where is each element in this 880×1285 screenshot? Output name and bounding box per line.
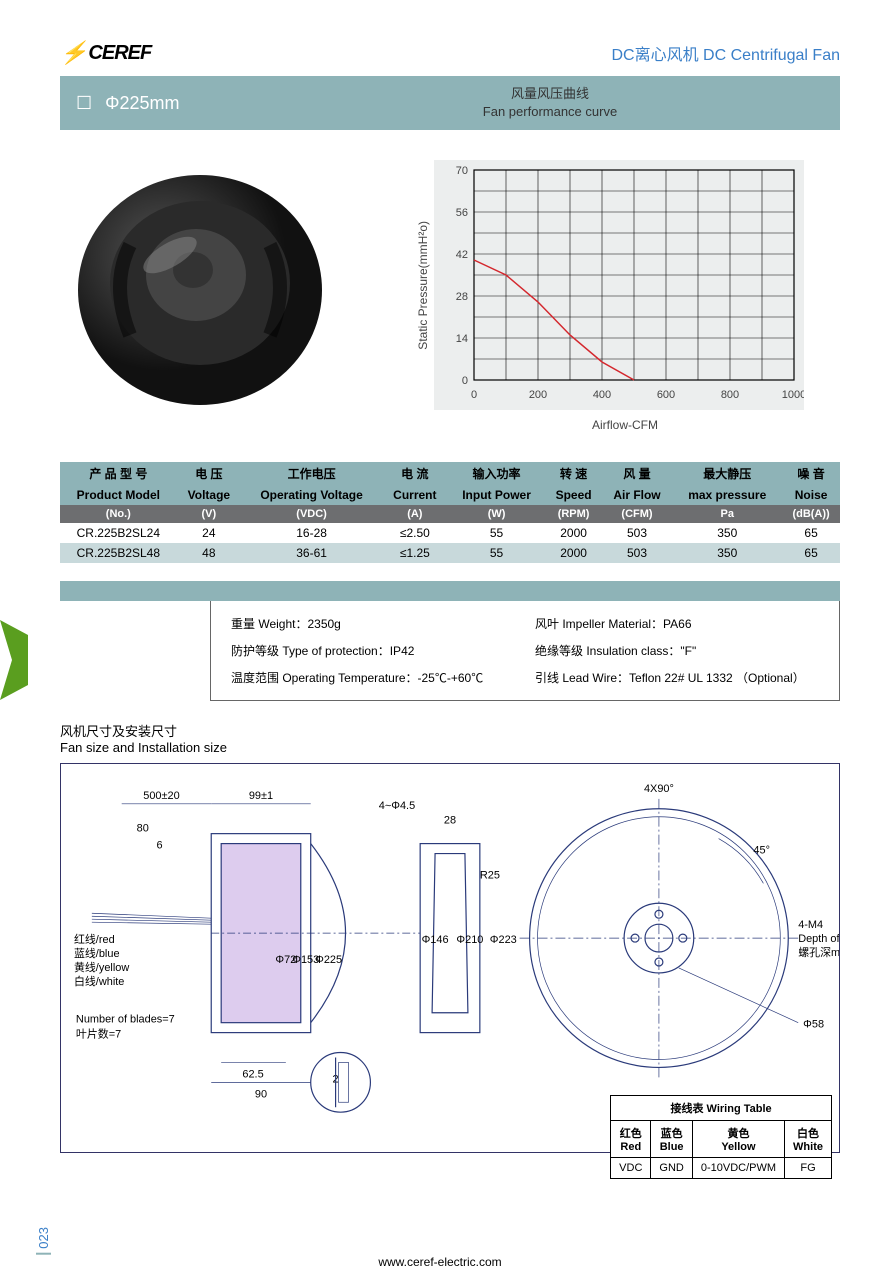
svg-text:0: 0 (471, 389, 477, 401)
top-banner: ☐ Φ225mm 风量风压曲线 Fan performance curve (60, 76, 840, 130)
footer-url: www.ceref-electric.com (0, 1255, 880, 1269)
svg-text:1000: 1000 (782, 389, 804, 401)
svg-text:90: 90 (255, 1088, 267, 1100)
svg-text:600: 600 (657, 389, 675, 401)
svg-text:200: 200 (529, 389, 547, 401)
svg-text:黄线/yellow: 黄线/yellow (74, 960, 129, 974)
svg-text:70: 70 (456, 165, 468, 177)
svg-text:99±1: 99±1 (249, 790, 273, 802)
info-box: 重量 Weight：2350g 风叶 Impeller Material：PA6… (210, 601, 840, 701)
svg-text:Number of blades=7: Number of blades=7 (76, 1014, 175, 1026)
svg-text:62.5: 62.5 (242, 1068, 263, 1080)
document-title: DC离心风机 DC Centrifugal Fan (611, 41, 840, 65)
svg-text:6: 6 (157, 840, 163, 852)
svg-text:R25: R25 (480, 869, 500, 881)
svg-text:4X90°: 4X90° (644, 783, 674, 795)
logo-text: CEREF (88, 42, 151, 65)
info-temp: 温度范围 Operating Temperature：-25℃-+60℃ (231, 669, 515, 686)
info-weight: 重量 Weight：2350g (231, 615, 515, 632)
svg-text:14: 14 (456, 333, 468, 345)
svg-text:Φ223: Φ223 (490, 934, 517, 946)
svg-text:蓝线/blue: 蓝线/blue (74, 946, 120, 960)
dimension-title: 风机尺寸及安装尺寸 Fan size and Installation size (60, 721, 840, 755)
svg-text:400: 400 (593, 389, 611, 401)
svg-text:Φ146: Φ146 (422, 934, 449, 946)
svg-text:4~Φ4.5: 4~Φ4.5 (379, 800, 415, 812)
wiring-title: 接线表 Wiring Table (611, 1096, 832, 1121)
svg-text:45°: 45° (753, 845, 770, 857)
checkbox-icon: ☐ (76, 93, 92, 113)
wiring-table: 接线表 Wiring Table 红色Red蓝色Blue黄色Yellow白色Wh… (610, 1095, 832, 1179)
curve-header: 风量风压曲线 Fan performance curve (300, 85, 840, 121)
side-tag (0, 620, 30, 705)
svg-text:Depth of screw max.4mm: Depth of screw max.4mm (798, 933, 840, 945)
svg-text:Φ58: Φ58 (803, 1019, 824, 1031)
logo: ⚡ CEREF (60, 40, 151, 66)
info-leadwire: 引线 Lead Wire：Teflon 22# UL 1332 （Optiona… (535, 669, 819, 686)
svg-text:叶片数=7: 叶片数=7 (76, 1028, 121, 1041)
product-image (60, 150, 340, 420)
svg-text:红线/red: 红线/red (74, 932, 115, 946)
info-insulation: 绝缘等级 Insulation class："F" (535, 642, 819, 659)
spec-table: 产 品 型 号电 压工作电压电 流输入功率转 速风 量最大静压噪 音 Produ… (60, 462, 840, 563)
svg-text:0: 0 (462, 375, 468, 387)
svg-text:28: 28 (444, 815, 456, 827)
svg-text:4-M4: 4-M4 (798, 919, 823, 931)
svg-text:白线/white: 白线/white (74, 974, 124, 988)
chart-xlabel: Airflow-CFM (592, 418, 658, 432)
svg-text:Φ225: Φ225 (315, 954, 342, 966)
chart-svg: 0 200 400 600 800 1000 0 14 28 42 56 70 (434, 160, 804, 410)
svg-text:800: 800 (721, 389, 739, 401)
svg-text:500±20: 500±20 (143, 790, 179, 802)
fan-illustration (70, 155, 330, 415)
svg-text:28: 28 (456, 291, 468, 303)
svg-text:56: 56 (456, 207, 468, 219)
info-impeller: 风叶 Impeller Material：PA66 (535, 615, 819, 632)
info-banner (60, 581, 840, 601)
bolt-icon: ⚡ (60, 40, 86, 66)
svg-text:80: 80 (137, 823, 149, 835)
svg-text:42: 42 (456, 249, 468, 261)
chart-ylabel: Static Pressure(mmH²o) (416, 221, 430, 350)
svg-text:Φ210: Φ210 (456, 934, 483, 946)
page-number: 023 (36, 1227, 51, 1255)
size-label: ☐ Φ225mm (60, 85, 300, 122)
info-protection: 防护等级 Type of protection：IP42 (231, 642, 515, 659)
performance-chart: Static Pressure(mmH²o) 0 200 400 600 800 1000… (380, 150, 840, 432)
svg-text:螺孔深max.4mm: 螺孔深max.4mm (798, 946, 840, 959)
header: ⚡ CEREF DC离心风机 DC Centrifugal Fan (60, 40, 840, 66)
